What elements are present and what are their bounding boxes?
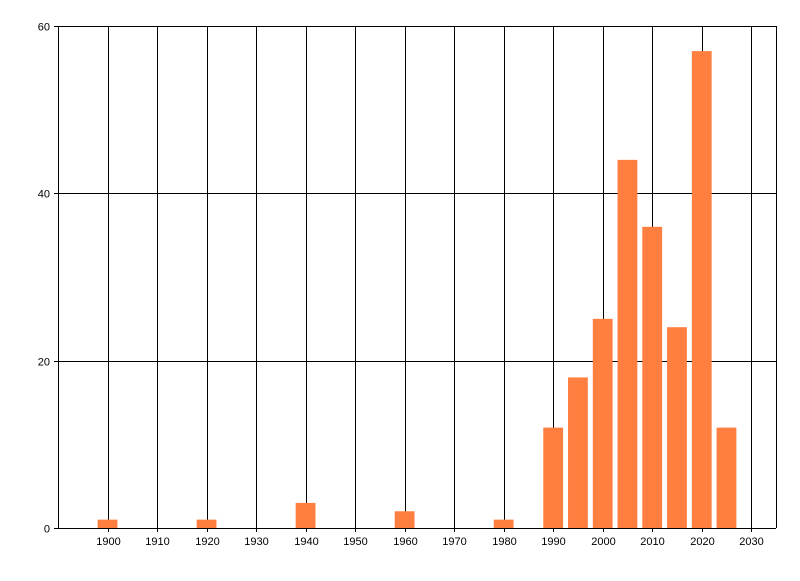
- bar-1940: [295, 502, 316, 528]
- bar-1900: [97, 519, 118, 528]
- bar-2015: [667, 327, 687, 528]
- y-tick-label: 0: [44, 524, 50, 536]
- x-tick-label: 1970: [442, 536, 466, 548]
- x-tick-label: 1990: [541, 536, 565, 548]
- bar-2020: [691, 51, 712, 528]
- y-tick-label: 20: [38, 357, 50, 369]
- x-tick-label: 2000: [591, 536, 615, 548]
- bar-1990: [543, 427, 564, 528]
- bar-1980: [493, 519, 514, 528]
- bar-2000: [592, 318, 613, 528]
- x-tick-label: 1920: [195, 536, 219, 548]
- x-tick-label: 2030: [739, 536, 763, 548]
- bar-2005: [617, 159, 638, 528]
- x-tick-label: 1900: [96, 536, 120, 548]
- x-tick-label: 1940: [294, 536, 318, 548]
- bar-1960: [394, 511, 415, 528]
- bar-1920: [196, 519, 217, 528]
- bar-1995: [568, 377, 588, 528]
- x-tick-label: 2010: [640, 536, 664, 548]
- x-tick-label: 2020: [690, 536, 714, 548]
- y-tick-label: 60: [38, 22, 50, 34]
- x-tick-label: 1910: [145, 536, 169, 548]
- bar-2025: [716, 427, 737, 528]
- x-tick-label: 1980: [492, 536, 516, 548]
- x-tick-label: 1950: [343, 536, 367, 548]
- y-tick-label: 40: [38, 189, 50, 201]
- x-tick-label: 1930: [244, 536, 268, 548]
- bar-2010: [642, 226, 663, 529]
- x-tick-label: 1960: [393, 536, 417, 548]
